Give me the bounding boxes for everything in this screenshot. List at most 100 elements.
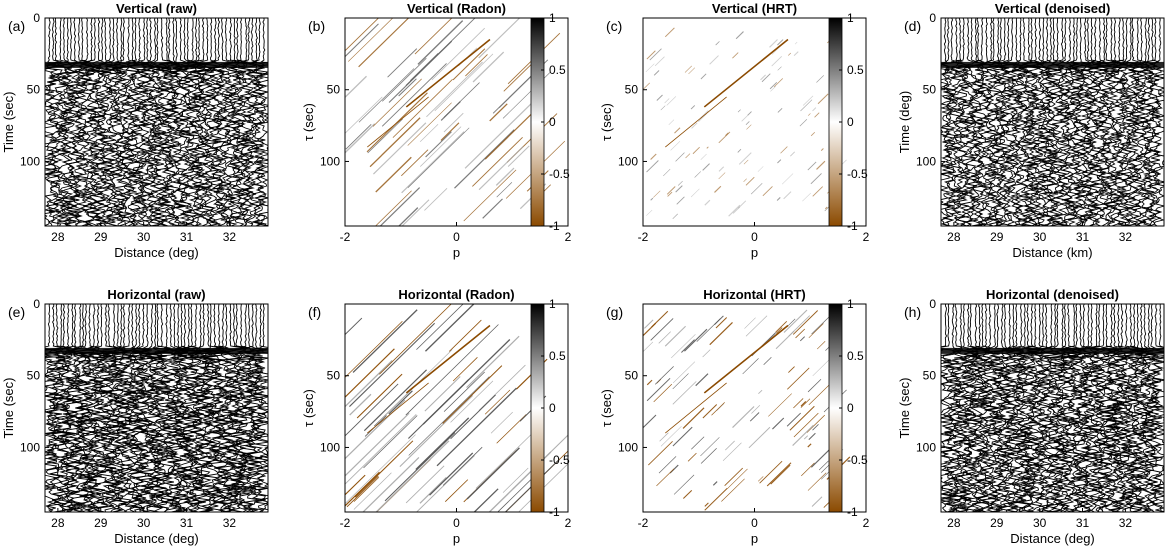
radon-stroke — [345, 75, 367, 99]
radon-stroke — [799, 119, 808, 127]
trace — [1051, 18, 1073, 226]
radon-stroke — [401, 131, 465, 194]
radon-stroke — [502, 467, 529, 493]
radon-stroke — [645, 63, 655, 73]
radon-stroke — [646, 209, 653, 216]
radon-stroke — [718, 172, 726, 180]
radon-stroke — [800, 398, 811, 408]
radon-stroke — [353, 476, 380, 502]
radon-stroke — [732, 406, 755, 428]
radon-stroke — [464, 100, 535, 169]
y-tick-label: 50 — [327, 369, 341, 383]
radon-stroke — [807, 472, 827, 491]
radon-stroke — [648, 441, 673, 466]
trace — [1099, 18, 1121, 226]
radon-stroke — [496, 414, 527, 444]
colorbar: 1 0.5 0 -0.5 -1 — [530, 297, 570, 519]
trace — [82, 18, 103, 226]
x-tick-label: -2 — [340, 230, 351, 244]
trace — [992, 304, 1016, 512]
radon-stroke — [712, 481, 718, 486]
radon-stroke — [786, 412, 801, 427]
trace — [1118, 18, 1137, 226]
radon-stroke — [751, 404, 761, 414]
trace — [984, 18, 1003, 226]
x-axis-label: Distance (deg) — [114, 245, 199, 260]
y-tick-label: 50 — [327, 83, 341, 97]
radon-stroke — [766, 462, 792, 487]
radon-stroke — [744, 317, 756, 329]
trace — [161, 18, 183, 226]
radon-stroke — [490, 411, 513, 434]
y-tick-label: 100 — [320, 154, 340, 168]
y-tick-label: 0 — [929, 297, 936, 311]
radon-stroke — [704, 488, 728, 511]
radon-stroke — [702, 404, 718, 419]
radon-stroke — [807, 443, 812, 448]
radon-stroke — [692, 146, 700, 155]
x-tick-label: 32 — [1119, 516, 1133, 530]
x-tick-label: -2 — [638, 230, 649, 244]
trace — [1124, 18, 1141, 226]
radon-stroke — [414, 18, 453, 55]
radon-stroke — [694, 171, 702, 178]
radon-stroke — [812, 107, 817, 112]
radon-stroke — [387, 48, 418, 78]
trace — [189, 304, 215, 512]
radon-stroke — [816, 160, 826, 170]
radon-stroke — [748, 426, 771, 449]
radon-stroke — [667, 191, 673, 197]
radon-stroke — [656, 468, 675, 487]
radon-stroke — [700, 447, 717, 464]
radon-stroke — [783, 191, 792, 200]
x-axis-label: p — [751, 531, 758, 546]
radon-stroke — [762, 186, 773, 197]
trace — [1145, 18, 1164, 226]
radon-stroke — [737, 109, 741, 113]
radon-stroke — [788, 52, 792, 56]
radon-stroke — [783, 309, 808, 333]
x-tick-label: 30 — [137, 230, 151, 244]
trace — [164, 18, 185, 226]
radon-stroke — [654, 366, 674, 385]
trace — [112, 18, 129, 226]
radon-stroke — [650, 153, 657, 160]
trace — [1083, 304, 1106, 512]
trace — [111, 304, 135, 512]
trace — [100, 18, 123, 226]
trace — [1125, 304, 1148, 512]
radon-stroke — [732, 52, 739, 59]
radon-stroke — [408, 376, 490, 456]
colorbar-tick-label: 1 — [549, 297, 556, 311]
radon-stroke — [788, 315, 811, 337]
radon-stroke — [670, 140, 681, 151]
panel-letter: (a) — [8, 18, 25, 34]
radon-stroke — [375, 190, 412, 226]
x-tick-label: 29 — [94, 516, 108, 530]
colorbar-tick-label: -1 — [847, 219, 858, 233]
arrival-band — [941, 61, 1164, 68]
radon-stroke — [420, 126, 462, 167]
radon-stroke — [773, 78, 783, 88]
radon-stroke — [808, 383, 831, 406]
trace — [86, 304, 111, 512]
trace — [178, 304, 201, 512]
radon-stroke — [424, 376, 461, 412]
trace — [194, 304, 222, 512]
plot-frame — [940, 17, 1165, 227]
radon-stroke — [704, 199, 711, 206]
trace — [1049, 18, 1066, 226]
panel-c: -2 0 2 50 100 Vertical (HRT) p τ (sec) (c) 1 0.5 0 -… — [599, 1, 870, 260]
radon-stroke — [448, 319, 482, 352]
x-tick-label: 2 — [565, 516, 572, 530]
main-event — [367, 96, 429, 148]
trace — [45, 18, 58, 226]
radon-stroke — [758, 476, 764, 482]
radon-stroke — [806, 414, 825, 433]
trace — [157, 304, 183, 512]
radon-stroke — [415, 417, 470, 471]
x-tick-label: 32 — [223, 516, 237, 530]
radon-stroke — [769, 81, 778, 90]
trace — [1020, 18, 1040, 226]
trace — [56, 18, 76, 226]
